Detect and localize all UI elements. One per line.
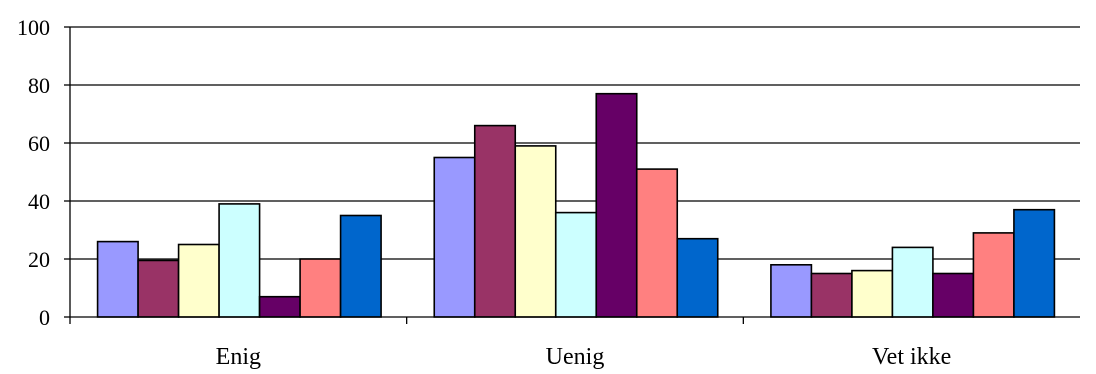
x-category-label: Uenig [546,344,605,370]
bar-enig-series-2 [137,259,180,318]
bar-enig-series-7 [339,214,382,318]
x-category-label: Vet ikke [872,344,951,370]
bar-uenig-series-5 [595,92,638,318]
bar-enig-series-3 [177,243,220,318]
bar-enig-series-1 [96,240,139,318]
bar-vet-ikke-series-7 [1013,208,1056,318]
bar-uenig-series-6 [635,168,679,318]
axes [64,26,1080,324]
y-tick-label: 40 [28,189,50,214]
bar-uenig-series-7 [676,237,719,318]
bar-vet-ikke-series-3 [851,269,894,318]
y-tick-label: 100 [17,15,50,40]
y-tick-label: 80 [28,73,50,98]
bar-vet-ikke-series-6 [972,232,1015,318]
y-tick-label: 60 [28,131,50,156]
bar-uenig-series-1 [433,156,476,318]
labels: 0 20 40 60 80 100 Enig Uenig Vet ikke [17,15,951,370]
bar-enig-series-5 [258,295,301,318]
bar-enig-series-4 [218,203,261,318]
bar-enig-series-6 [299,258,342,318]
bar-uenig-series-2 [473,124,517,318]
y-tick-label: 20 [28,247,50,272]
bars [96,92,1056,318]
bar-uenig-series-3 [514,145,557,318]
y-tick-label: 0 [39,305,50,330]
bar-vet-ikke-series-1 [770,263,813,318]
bar-vet-ikke-series-4 [891,246,934,318]
bar-uenig-series-4 [554,211,598,318]
bar-vet-ikke-series-2 [810,272,853,318]
bar-vet-ikke-series-5 [932,272,975,318]
x-category-label: Enig [216,344,261,370]
